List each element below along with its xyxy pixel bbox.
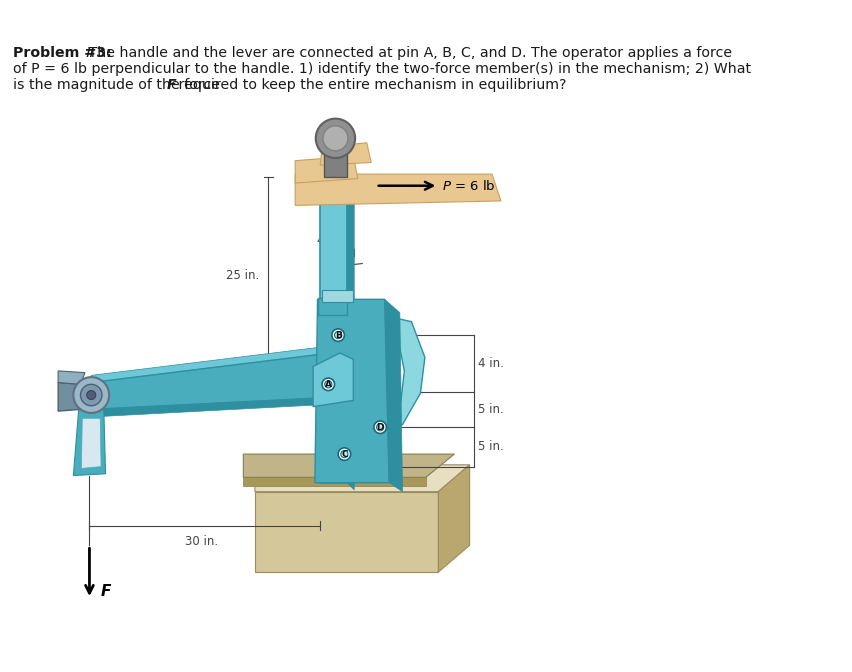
Polygon shape bbox=[314, 299, 389, 482]
Text: B: B bbox=[334, 331, 341, 339]
Text: 5 in.: 5 in. bbox=[477, 440, 503, 454]
Text: D: D bbox=[376, 423, 383, 431]
Text: required to keep the entire mechanism in equilibrium?: required to keep the entire mechanism in… bbox=[173, 79, 566, 92]
Polygon shape bbox=[322, 290, 353, 302]
Text: 30 in.: 30 in. bbox=[185, 535, 217, 548]
Text: Problem #3:: Problem #3: bbox=[13, 46, 111, 60]
Polygon shape bbox=[438, 465, 469, 572]
Text: C: C bbox=[341, 450, 348, 458]
Polygon shape bbox=[91, 347, 324, 382]
Circle shape bbox=[73, 377, 109, 413]
Text: $P$ = 6 lb: $P$ = 6 lb bbox=[441, 179, 495, 193]
Polygon shape bbox=[317, 298, 347, 315]
Polygon shape bbox=[81, 418, 101, 468]
Polygon shape bbox=[324, 153, 347, 177]
Polygon shape bbox=[313, 353, 353, 407]
Circle shape bbox=[376, 423, 383, 431]
Circle shape bbox=[331, 329, 344, 341]
Circle shape bbox=[322, 378, 334, 390]
Polygon shape bbox=[384, 299, 402, 492]
Polygon shape bbox=[320, 177, 347, 482]
Polygon shape bbox=[347, 177, 354, 490]
Polygon shape bbox=[255, 492, 438, 572]
Circle shape bbox=[337, 448, 350, 460]
Text: The handle and the lever are connected at pin A, B, C, and D. The operator appli: The handle and the lever are connected a… bbox=[84, 46, 731, 60]
Text: 5 in.: 5 in. bbox=[477, 403, 503, 416]
Text: F: F bbox=[100, 584, 111, 599]
Text: 4 in.: 4 in. bbox=[317, 236, 341, 246]
Text: 5 in.: 5 in. bbox=[330, 261, 354, 271]
Text: 25 in.: 25 in. bbox=[226, 269, 259, 282]
Circle shape bbox=[323, 126, 348, 151]
Polygon shape bbox=[91, 398, 335, 417]
Polygon shape bbox=[295, 156, 357, 183]
Circle shape bbox=[334, 331, 342, 339]
Circle shape bbox=[87, 390, 95, 400]
Polygon shape bbox=[320, 142, 371, 165]
Text: A: A bbox=[325, 380, 331, 389]
Circle shape bbox=[80, 384, 102, 406]
Polygon shape bbox=[73, 407, 106, 476]
Polygon shape bbox=[371, 312, 424, 447]
Polygon shape bbox=[255, 465, 469, 492]
Circle shape bbox=[373, 421, 386, 433]
Text: of P = 6 lb perpendicular to the handle. 1) identify the two-force member(s) in : of P = 6 lb perpendicular to the handle.… bbox=[13, 62, 750, 77]
Polygon shape bbox=[58, 371, 85, 384]
Polygon shape bbox=[91, 354, 324, 409]
Text: is the magnitude of the force: is the magnitude of the force bbox=[13, 79, 224, 92]
Circle shape bbox=[341, 450, 348, 458]
Circle shape bbox=[325, 381, 331, 388]
Polygon shape bbox=[243, 477, 425, 487]
Circle shape bbox=[315, 119, 354, 158]
Polygon shape bbox=[58, 382, 80, 411]
Polygon shape bbox=[243, 454, 454, 477]
Polygon shape bbox=[295, 174, 500, 206]
Text: F: F bbox=[166, 79, 176, 92]
Text: 4 in.: 4 in. bbox=[477, 358, 503, 370]
